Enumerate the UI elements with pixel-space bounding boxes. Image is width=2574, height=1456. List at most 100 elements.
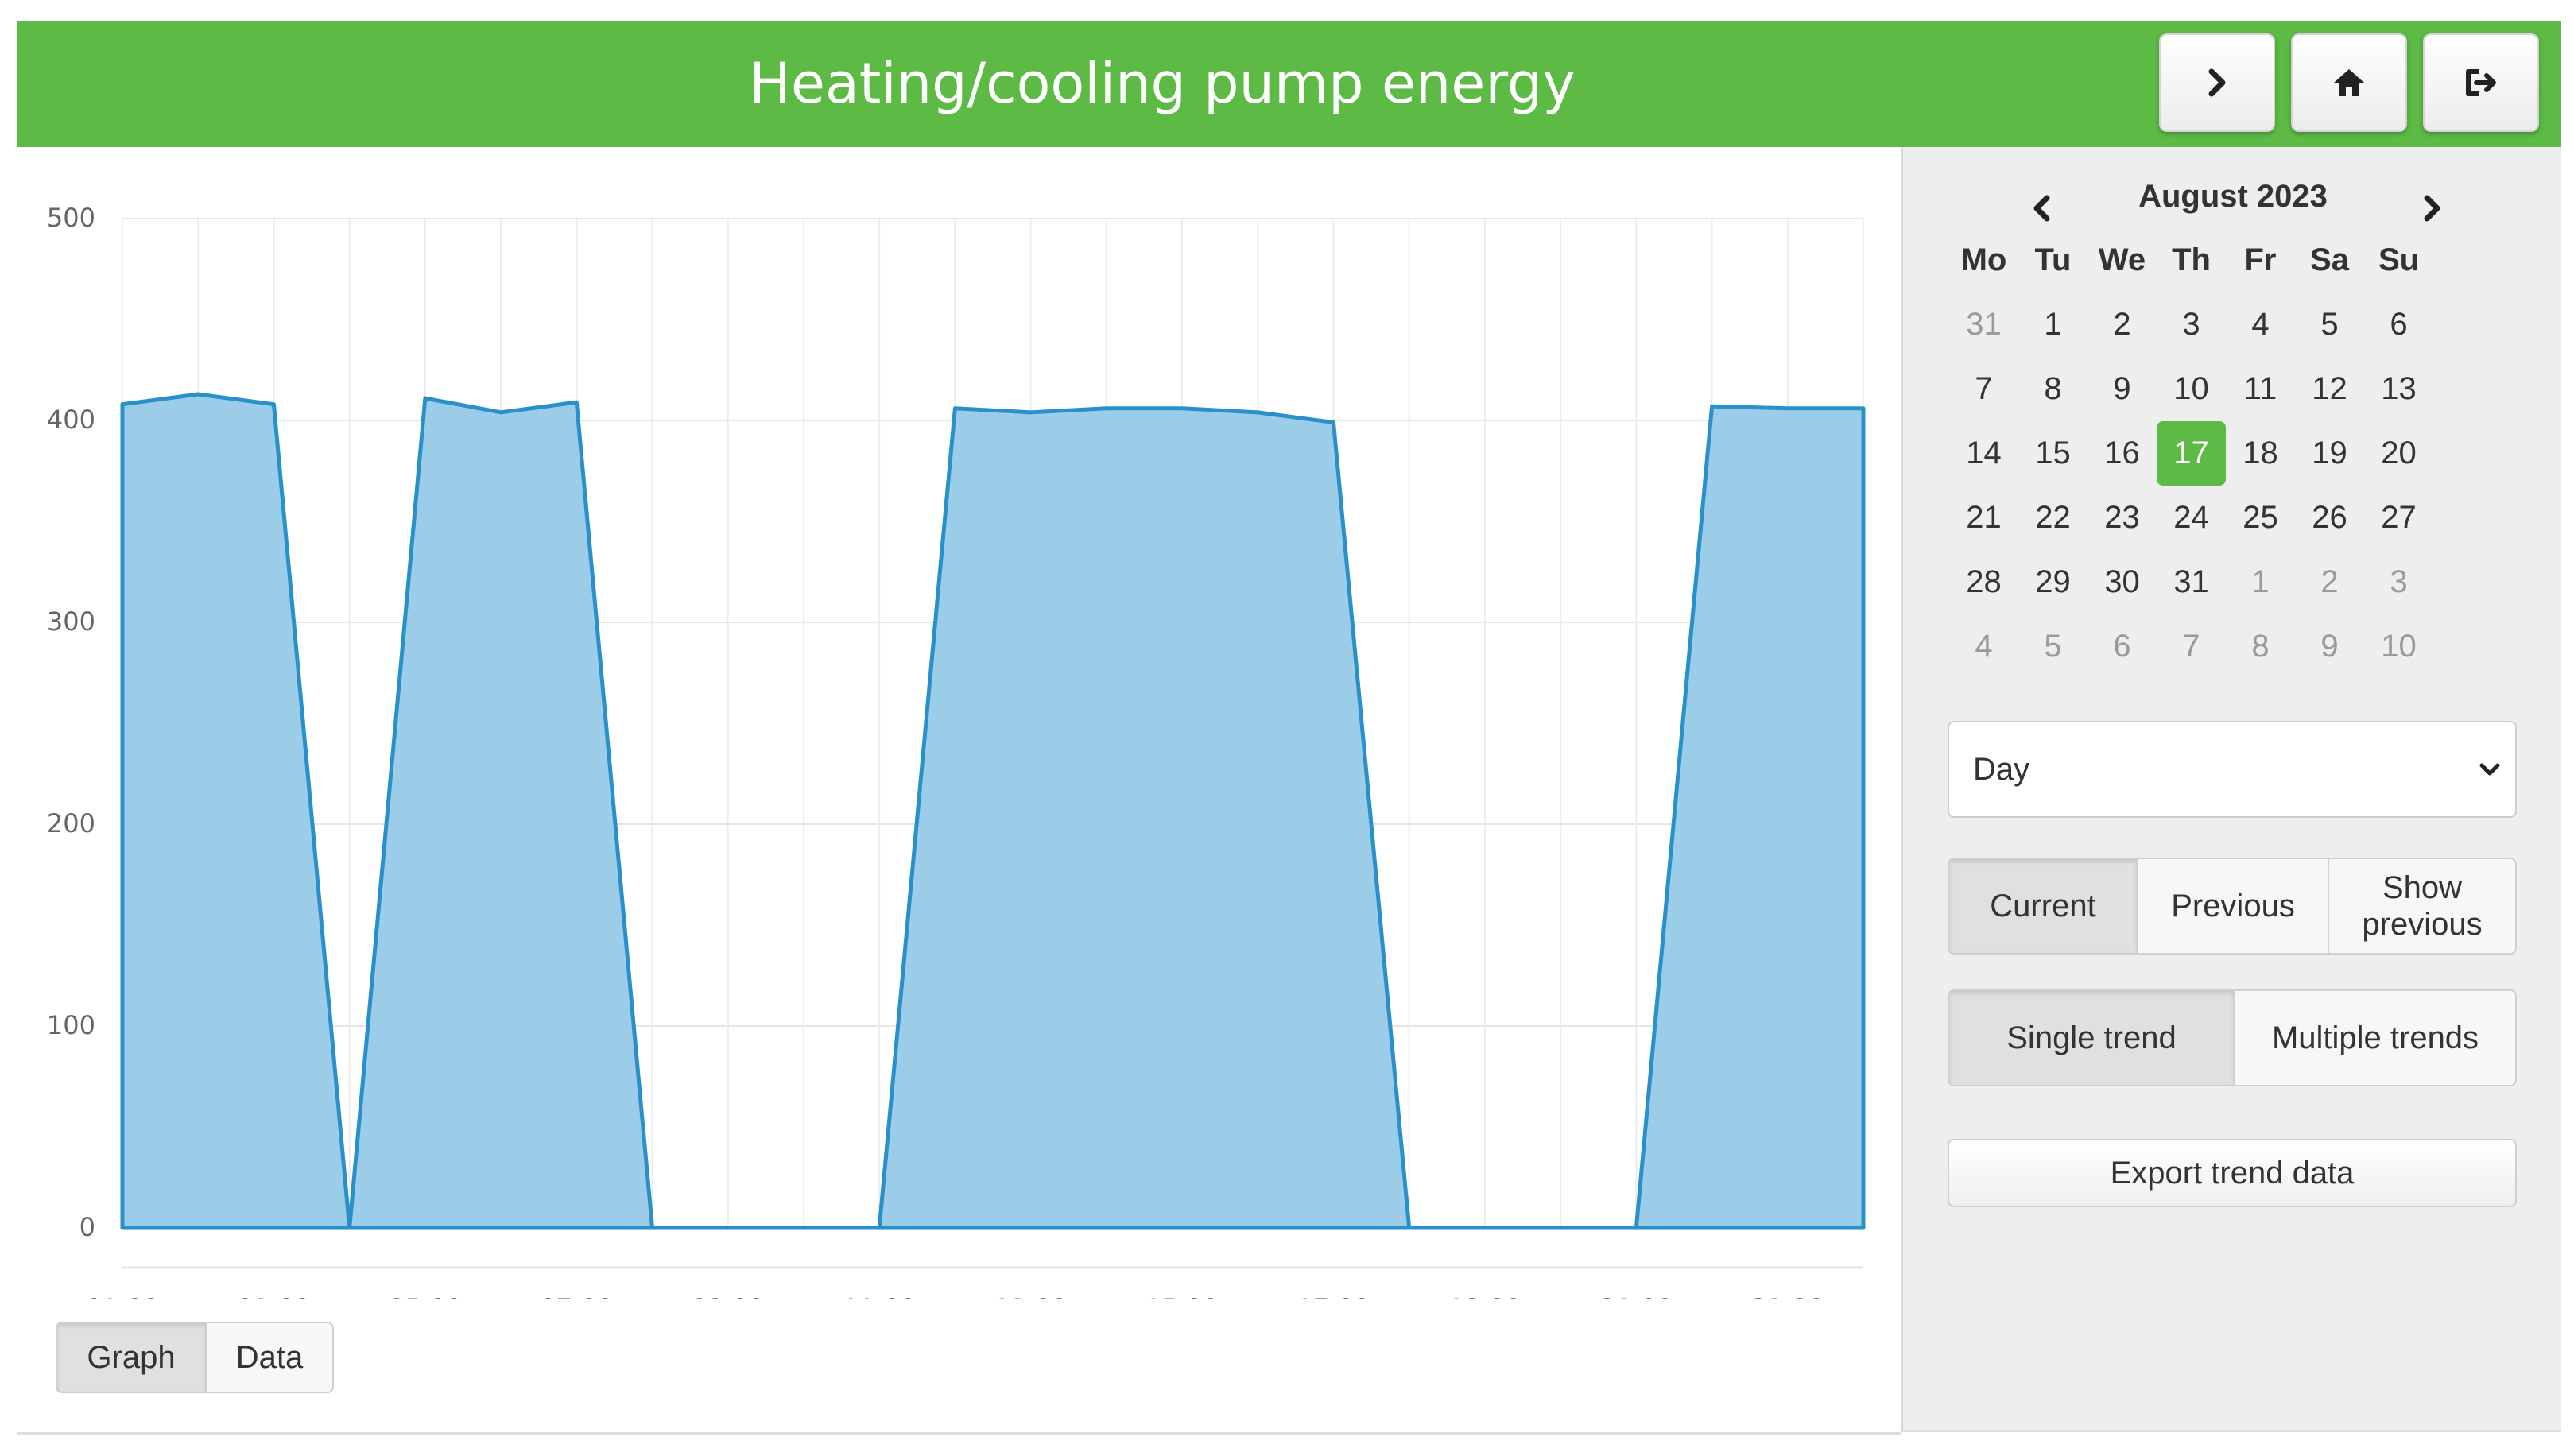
chevron-down-icon [2479,763,2500,776]
calendar-day[interactable]: 21 [1966,500,2002,535]
calendar-day[interactable]: 20 [2381,436,2417,470]
weekday-label: Sa [2310,242,2349,277]
calendar-week-row: 21 22 23 24 25 26 27 [1949,486,2434,550]
export-trend-data-button[interactable]: Export trend data [1948,1139,2517,1207]
calendar-day[interactable]: 14 [1966,436,2002,470]
logout-button[interactable] [2423,33,2539,132]
trend-mode-toggle: Single trend Multiple trends [1948,989,2517,1086]
calendar-day[interactable]: 22 [2035,500,2071,535]
forward-button[interactable] [2159,33,2275,132]
calendar-grid: Mo Tu We Th Fr Sa Su 31 1 2 3 4 5 6 7 8 9 10 11 12 13 14 15 16 1… [1949,228,2434,679]
data-tab[interactable]: Data [205,1323,332,1392]
calendar-day[interactable]: 19 [2312,436,2347,470]
x-tick-label: 15:00 [1146,1293,1219,1299]
calendar-day[interactable]: 1 [2044,307,2062,342]
calendar-day[interactable]: 6 [2390,307,2408,342]
calendar-day[interactable]: 16 [2104,436,2140,470]
x-tick-label: 19:00 [1448,1293,1522,1299]
calendar-day[interactable]: 11 [2243,371,2277,406]
calendar-day[interactable]: 12 [2312,371,2347,406]
calendar-day[interactable]: 24 [2173,500,2209,535]
calendar-day[interactable]: 4 [2251,307,2270,342]
weekday-label: Th [2172,242,2211,277]
calendar-day[interactable]: 9 [2113,371,2131,406]
show-previous-button[interactable]: Show previous [2328,859,2515,953]
chevron-right-icon [2208,68,2226,97]
graph-tab[interactable]: Graph [57,1323,205,1392]
calendar-day[interactable]: 31 [1966,307,2002,342]
calendar-day[interactable]: 3 [2390,564,2408,599]
calendar-day[interactable]: 30 [2104,564,2140,599]
calendar-week-row: 28 29 30 31 1 2 3 [1949,550,2434,614]
x-tick-label: 11:00 [843,1293,916,1299]
calendar-week-row: 31 1 2 3 4 5 6 [1949,292,2434,357]
y-tick-label: 100 [47,1010,95,1040]
weekday-label: We [2098,242,2146,277]
x-tick-label: 07:00 [540,1293,613,1299]
calendar-day[interactable]: 2 [2320,564,2339,599]
y-tick-label: 300 [47,606,95,637]
side-panel: August 2023 Mo Tu We Th Fr Sa Su 31 1 2 3 4 5 6 7 8 9 10 1… [1901,147,2561,1432]
calendar-day[interactable]: 8 [2251,629,2270,664]
y-tick-label: 400 [47,405,95,435]
calendar-day[interactable]: 28 [1966,564,2002,599]
calendar-day[interactable]: 26 [2312,500,2347,535]
series-area [120,392,1866,1230]
calendar-day[interactable]: 7 [2182,629,2200,664]
x-tick-label: 21:00 [1599,1293,1673,1299]
calendar-day[interactable]: 1 [2251,564,2270,599]
calendar-day[interactable]: 3 [2182,307,2200,342]
x-tick-label: 23:00 [1751,1293,1824,1299]
calendar-day-selected[interactable]: 17 [2157,421,2226,486]
x-tick-label: 01:00 [86,1293,159,1299]
y-tick-label: 0 [79,1212,95,1242]
view-toggle: Graph Data [56,1322,334,1393]
calendar-day[interactable]: 10 [2381,629,2417,664]
next-month-button[interactable] [2404,180,2460,236]
calendar-day[interactable]: 9 [2320,629,2339,664]
calendar-day[interactable]: 18 [2243,436,2278,470]
weekday-label: Fr [2244,242,2277,277]
calendar-month-label: August 2023 [2138,179,2328,214]
current-button[interactable]: Current [1949,859,2137,953]
calendar-day[interactable]: 23 [2104,500,2140,535]
calendar-weekday-row: Mo Tu We Th Fr Sa Su [1949,228,2434,292]
calendar-day[interactable]: 13 [2381,371,2417,406]
calendar-day[interactable]: 29 [2035,564,2071,599]
calendar-day[interactable]: 5 [2320,307,2339,342]
x-tick-label: 03:00 [237,1293,310,1299]
calendar-day[interactable]: 25 [2243,500,2278,535]
energy-area-chart: 0 100 200 300 400 500 01:00 03:00 05:00 07:00 09:0… [47,203,1866,1299]
single-trend-button[interactable]: Single trend [1949,991,2234,1085]
calendar-week-row: 4 5 6 7 8 9 10 [1949,614,2434,679]
y-tick-label: 200 [47,808,95,838]
range-select-value: Day [1973,751,2030,787]
chevron-right-icon [2424,195,2440,222]
weekday-label: Su [2378,242,2420,277]
period-toggle: Current Previous Show previous [1948,858,2517,955]
calendar-day[interactable]: 15 [2035,436,2071,470]
calendar-day[interactable]: 2 [2113,307,2131,342]
calendar-day[interactable]: 6 [2113,629,2131,664]
multiple-trends-button[interactable]: Multiple trends [2234,991,2515,1085]
header-bar: Heating/cooling pump energy [17,21,2561,147]
previous-button[interactable]: Previous [2137,859,2328,953]
calendar-day[interactable]: 31 [2173,564,2209,599]
home-button[interactable] [2291,33,2407,132]
home-icon [2334,69,2364,96]
weekday-label: Mo [1960,242,2007,277]
calendar-day[interactable]: 5 [2044,629,2062,664]
y-tick-label: 500 [47,203,95,233]
x-tick-label: 05:00 [389,1293,462,1299]
calendar-day[interactable]: 4 [1975,629,1993,664]
x-tick-label: 09:00 [692,1293,765,1299]
calendar-day[interactable]: 27 [2381,500,2417,535]
range-select[interactable]: Day [1948,721,2517,818]
prev-month-button[interactable] [2014,180,2070,236]
calendar-day[interactable]: 7 [1975,371,1993,406]
calendar-week-row: 14 15 16 17 18 19 20 [1949,421,2434,486]
chart-panel: 0 100 200 300 400 500 01:00 03:00 05:00 07:00 09:0… [17,147,1901,1435]
calendar-day[interactable]: 8 [2044,371,2062,406]
logout-icon [2466,69,2496,96]
calendar-day[interactable]: 10 [2173,371,2209,406]
